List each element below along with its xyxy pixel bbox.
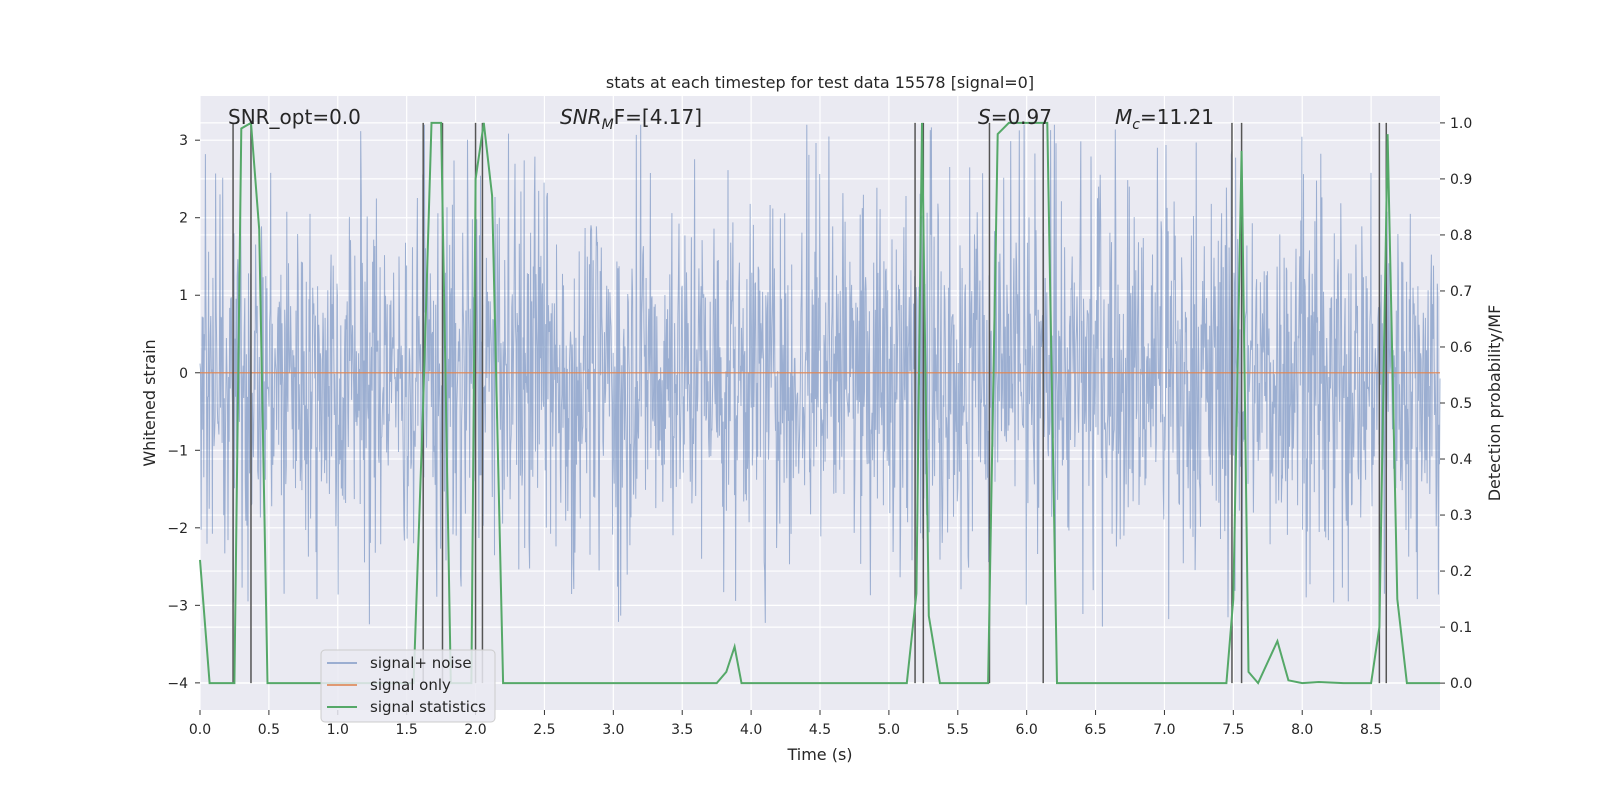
y-tick-label-right: 0.9 bbox=[1450, 172, 1472, 188]
x-tick-label: 1.5 bbox=[396, 722, 418, 738]
y-tick-label-right: 0.0 bbox=[1450, 676, 1472, 692]
s-rest: =0.97 bbox=[991, 105, 1052, 129]
y-tick-label-left: 1 bbox=[179, 288, 188, 304]
x-tick-label: 8.5 bbox=[1360, 722, 1382, 738]
x-tick-label: 0.0 bbox=[189, 722, 211, 738]
y-tick-label-right: 0.5 bbox=[1450, 396, 1472, 412]
legend-label-statistics: signal statistics bbox=[370, 698, 486, 716]
y-tick-label-right: 0.6 bbox=[1450, 340, 1472, 356]
y-tick-label-left: 3 bbox=[179, 133, 188, 149]
y-tick-label-left: −2 bbox=[167, 521, 188, 537]
y-tick-label-right: 0.4 bbox=[1450, 452, 1472, 468]
snr-mf-annotation: SNRMF=[4.17] bbox=[560, 105, 702, 133]
x-tick-label: 5.5 bbox=[947, 722, 969, 738]
mc-annotation: Mc=11.21 bbox=[1115, 105, 1214, 133]
snr-mf-rest: F=[4.17] bbox=[614, 105, 702, 129]
chart-title: stats at each timestep for test data 155… bbox=[606, 73, 1034, 92]
y-tick-label-left: −1 bbox=[167, 443, 188, 459]
snr-mf-sub: M bbox=[602, 117, 614, 133]
x-tick-label: 6.5 bbox=[1084, 722, 1106, 738]
mc-base: M bbox=[1115, 105, 1132, 129]
x-tick-label: 2.0 bbox=[464, 722, 486, 738]
y-axis-label-right: Detection probability/MF bbox=[1485, 305, 1504, 502]
snr-mf-base: SNR bbox=[560, 105, 602, 129]
legend-label-noise: signal+ noise bbox=[370, 654, 472, 672]
x-tick-label: 5.0 bbox=[878, 722, 900, 738]
snr-opt-annotation: SNR_opt=0.0 bbox=[228, 105, 361, 129]
s-annotation: S=0.97 bbox=[978, 105, 1052, 129]
x-tick-label: 1.0 bbox=[327, 722, 349, 738]
y-axis-label-left: Whitened strain bbox=[140, 339, 159, 466]
x-tick-label: 0.5 bbox=[258, 722, 280, 738]
x-tick-label: 2.5 bbox=[533, 722, 555, 738]
y-tick-label-right: 0.2 bbox=[1450, 564, 1472, 580]
y-tick-label-right: 0.3 bbox=[1450, 508, 1472, 524]
x-tick-label: 7.5 bbox=[1222, 722, 1244, 738]
x-tick-label: 3.0 bbox=[602, 722, 624, 738]
legend-label-signal-only: signal only bbox=[370, 676, 451, 694]
x-tick-label: 4.0 bbox=[740, 722, 762, 738]
s-italic: S bbox=[978, 105, 991, 129]
y-tick-label-left: −3 bbox=[167, 598, 188, 614]
y-tick-label-left: 2 bbox=[179, 211, 188, 227]
y-tick-label-right: 0.7 bbox=[1450, 284, 1472, 300]
legend: signal+ noise signal only signal statist… bbox=[321, 650, 495, 722]
y-tick-label-left: 0 bbox=[179, 366, 188, 382]
x-tick-label: 8.0 bbox=[1291, 722, 1313, 738]
mc-rest: =11.21 bbox=[1140, 105, 1214, 129]
x-tick-label: 7.0 bbox=[1153, 722, 1175, 738]
x-tick-label: 6.0 bbox=[1016, 722, 1038, 738]
x-tick-label: 4.5 bbox=[809, 722, 831, 738]
x-tick-label: 3.5 bbox=[671, 722, 693, 738]
y-tick-label-right: 1.0 bbox=[1450, 116, 1472, 132]
y-tick-label-right: 0.1 bbox=[1450, 620, 1472, 636]
x-axis-label: Time (s) bbox=[786, 745, 852, 764]
y-tick-label-left: −4 bbox=[167, 676, 188, 692]
y-tick-label-right: 0.8 bbox=[1450, 228, 1472, 244]
